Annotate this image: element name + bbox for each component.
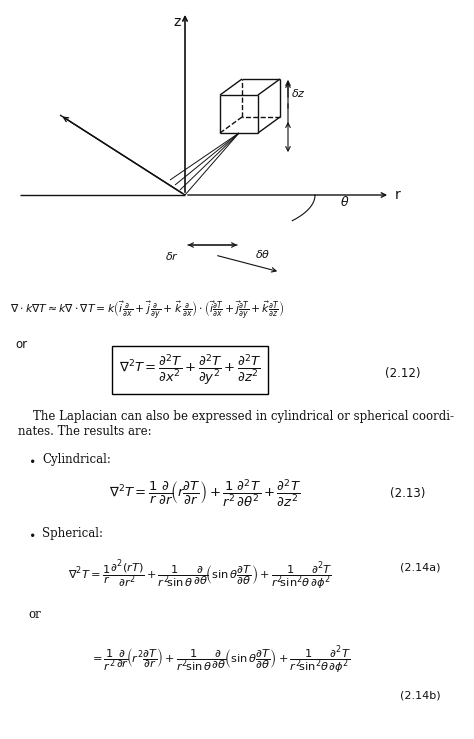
Text: (2.14b): (2.14b) [400, 690, 441, 700]
Text: Cylindrical:: Cylindrical: [42, 453, 111, 466]
Text: The Laplacian can also be expressed in cylindrical or spherical coordi-
nates. T: The Laplacian can also be expressed in c… [18, 410, 454, 438]
Text: z: z [173, 15, 181, 29]
Text: $\nabla \cdot k\nabla T \approx k\nabla \cdot \nabla T = k\left(\vec{i}\,\frac{\: $\nabla \cdot k\nabla T \approx k\nabla … [10, 300, 284, 322]
Text: or: or [15, 338, 27, 351]
Text: (2.14a): (2.14a) [400, 562, 440, 572]
Text: $\delta z$: $\delta z$ [291, 87, 306, 99]
Text: $\bullet$: $\bullet$ [28, 527, 36, 540]
Text: or: or [28, 608, 41, 621]
Text: (2.12): (2.12) [385, 367, 420, 380]
Text: $\bullet$: $\bullet$ [28, 453, 36, 466]
Text: $\nabla^2 T = \dfrac{1}{r}\dfrac{\partial}{\partial r}\!\left(r\dfrac{\partial T: $\nabla^2 T = \dfrac{1}{r}\dfrac{\partia… [109, 477, 301, 509]
Text: (2.13): (2.13) [390, 486, 425, 500]
Text: r: r [395, 188, 401, 202]
Text: $\delta r$: $\delta r$ [165, 250, 179, 262]
Text: $\delta\theta$: $\delta\theta$ [255, 248, 270, 260]
Text: $\theta$: $\theta$ [340, 195, 349, 209]
Text: $= \dfrac{1}{r^2}\dfrac{\partial}{\partial r}\!\left(r^2\dfrac{\partial T}{\part: $= \dfrac{1}{r^2}\dfrac{\partial}{\parti… [90, 644, 350, 676]
Text: $\nabla^2 T = \dfrac{\partial^2 T}{\partial x^2} + \dfrac{\partial^2 T}{\partial: $\nabla^2 T = \dfrac{\partial^2 T}{\part… [118, 353, 261, 387]
Text: Spherical:: Spherical: [42, 527, 103, 540]
Text: $\nabla^2 T = \dfrac{1}{r}\dfrac{\partial^2(rT)}{\partial r^2}+ \dfrac{1}{r^2\!\: $\nabla^2 T = \dfrac{1}{r}\dfrac{\partia… [68, 558, 332, 592]
